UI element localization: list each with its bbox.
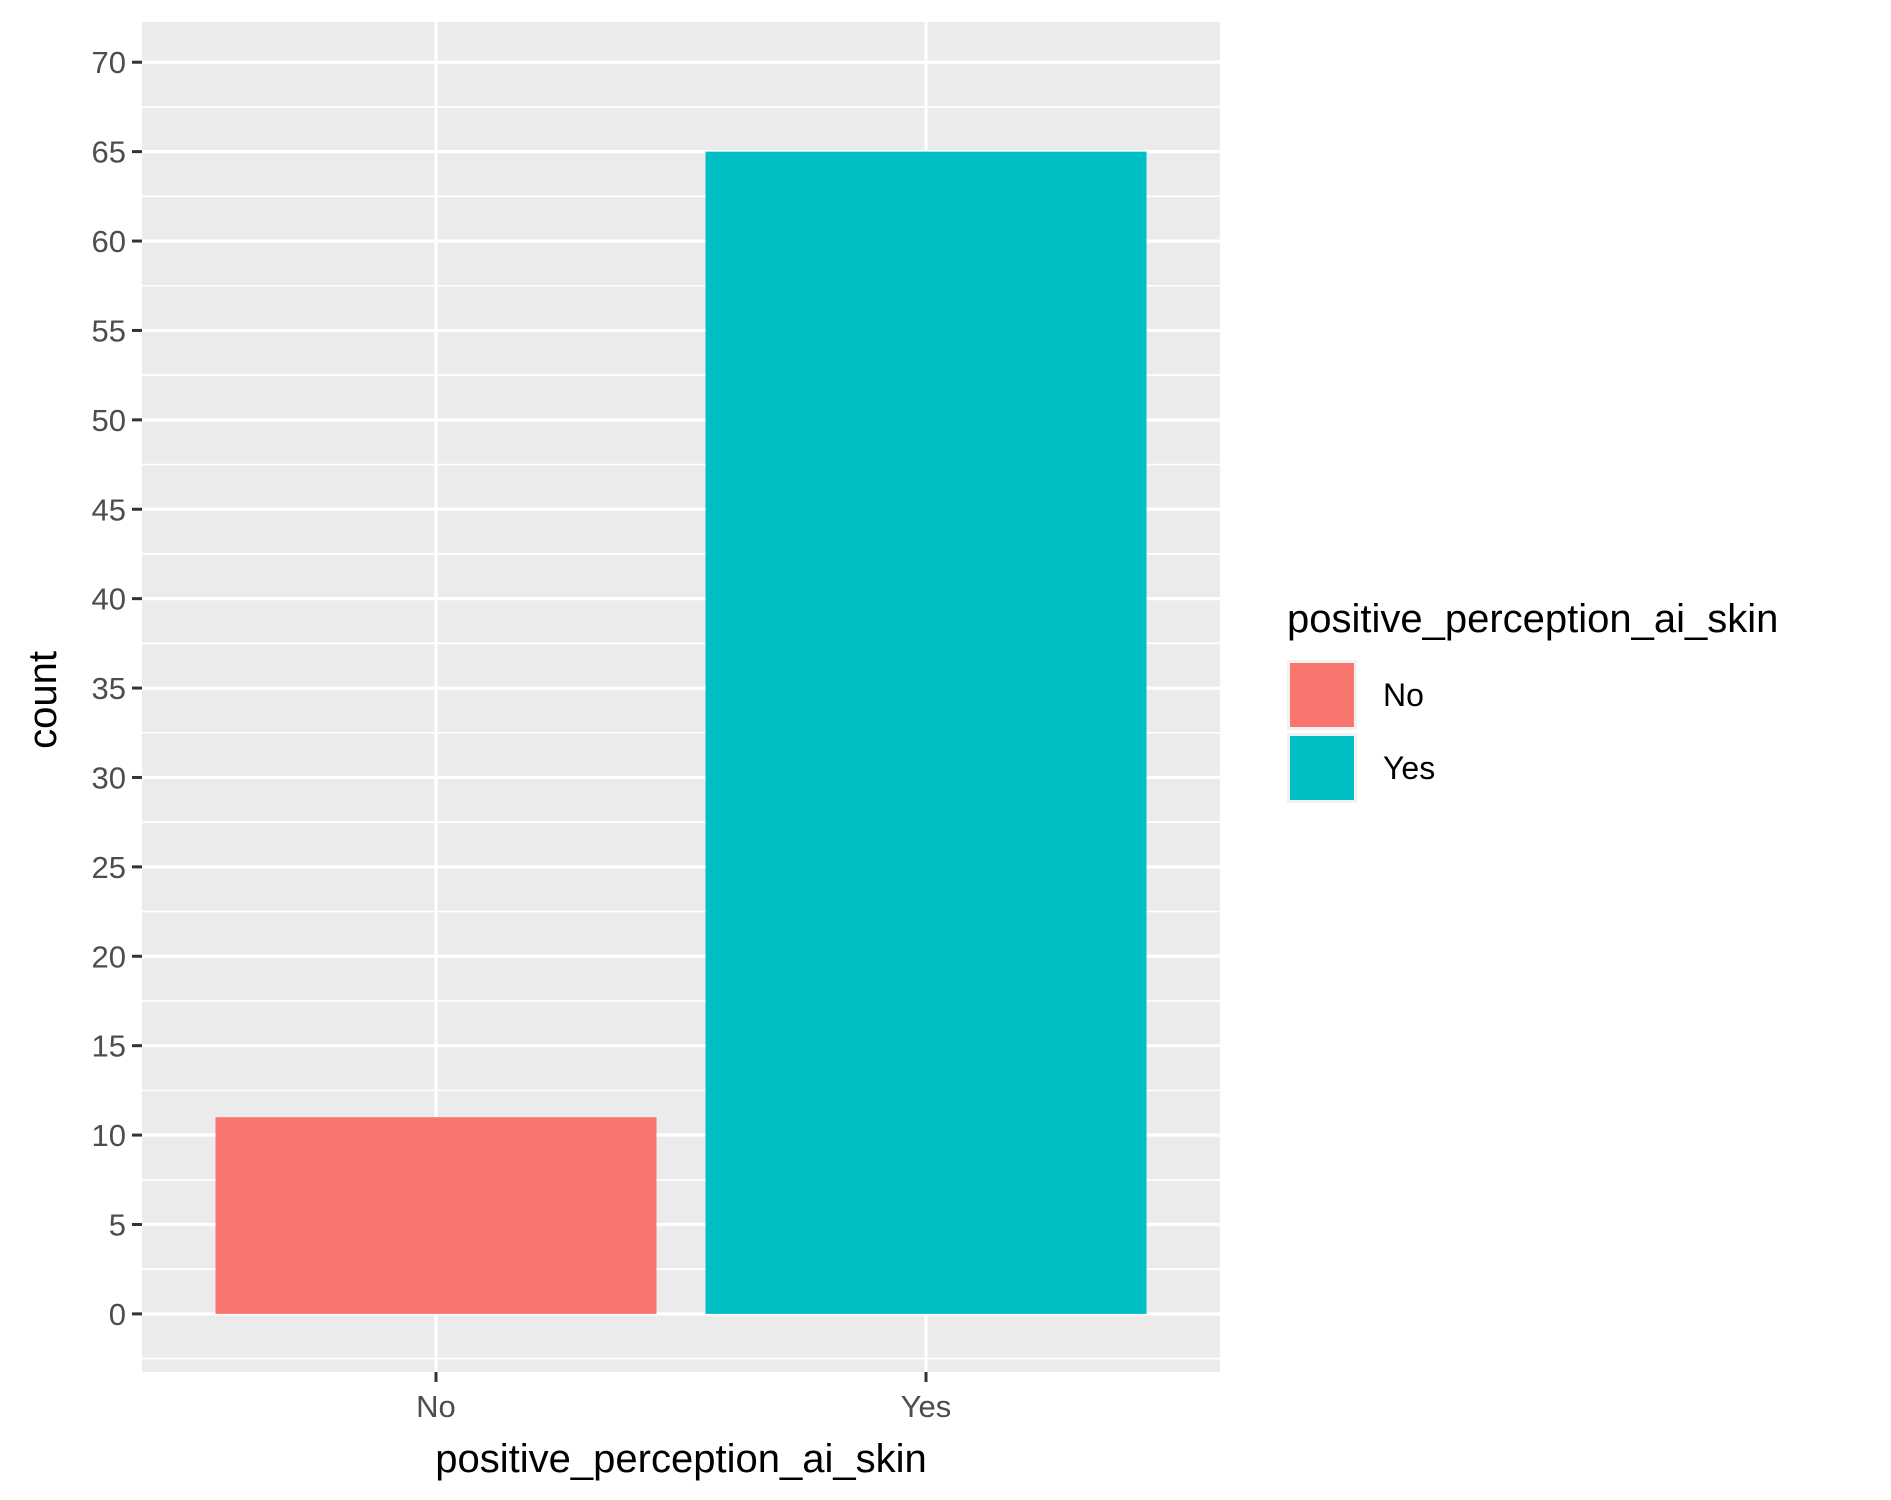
legend-label-no: No	[1383, 677, 1424, 713]
legend: positive_perception_ai_skin No Yes	[1287, 597, 1778, 803]
legend-title: positive_perception_ai_skin	[1287, 597, 1778, 641]
y-tick-label: 5	[109, 1207, 126, 1242]
y-tick-label: 40	[92, 582, 126, 617]
y-tick-label: 20	[92, 939, 126, 974]
y-tick-label: 0	[109, 1297, 126, 1332]
y-tick-label: 25	[92, 850, 126, 885]
x-tick-label: No	[416, 1389, 456, 1424]
y-tick-label: 55	[92, 313, 126, 348]
y-tick-label: 15	[92, 1029, 126, 1064]
axes: 0 5 10 15 20 25 30 35 40 45 50 55 60 65 70 No Yes	[92, 45, 952, 1424]
bar-yes	[705, 151, 1147, 1314]
legend-swatch-yes	[1290, 736, 1354, 800]
legend-swatch-no	[1290, 663, 1354, 727]
y-tick-label: 60	[92, 224, 126, 259]
bars	[215, 151, 1147, 1314]
legend-items: No Yes	[1287, 660, 1435, 803]
y-tick-label: 10	[92, 1118, 126, 1153]
y-tick-label: 65	[92, 135, 126, 170]
y-tick-label: 70	[92, 45, 126, 80]
x-axis-title: positive_perception_ai_skin	[435, 1437, 926, 1481]
x-tick-label: Yes	[901, 1389, 952, 1424]
legend-label-yes: Yes	[1383, 750, 1435, 786]
y-tick-label: 45	[92, 492, 126, 527]
y-tick-label: 30	[92, 760, 126, 795]
y-tick-label: 35	[92, 671, 126, 706]
y-axis-title: count	[21, 651, 65, 749]
y-tick-label: 50	[92, 403, 126, 438]
bar-no	[215, 1117, 657, 1314]
